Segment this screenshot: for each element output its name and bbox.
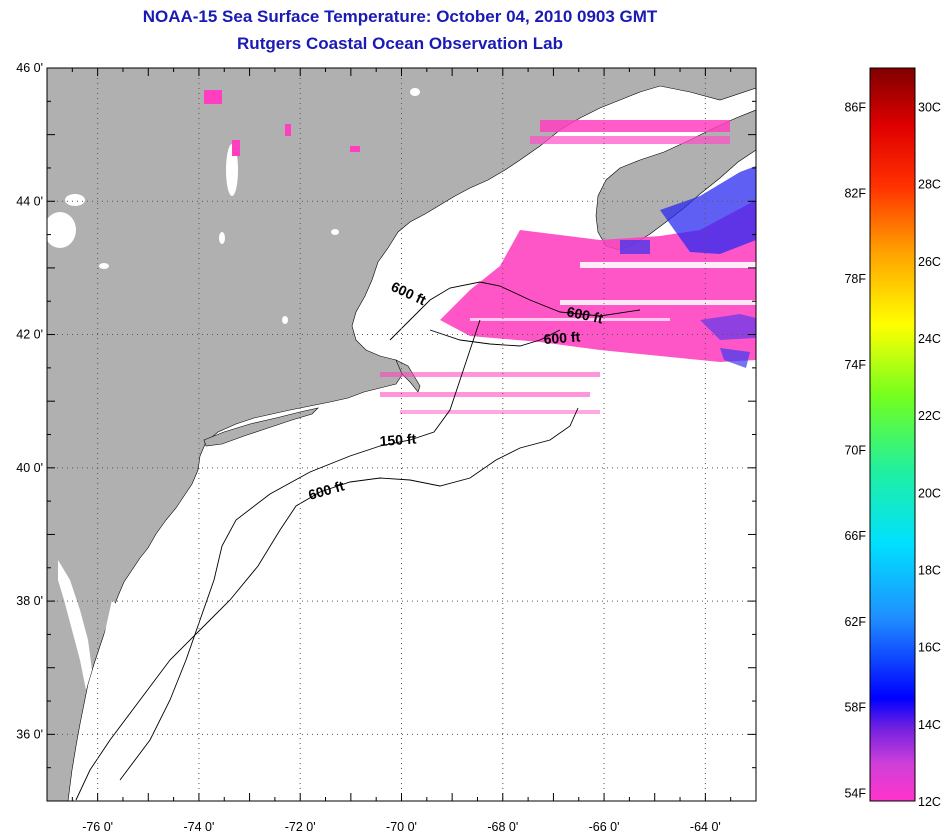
contour-label: 600 ft (543, 328, 581, 347)
colorbar-celsius-label: 28C (918, 178, 941, 192)
depth-contours (75, 281, 641, 801)
chart-title: NOAA-15 Sea Surface Temperature: October… (142, 7, 658, 26)
colorbar-fahrenheit-label: 58F (844, 701, 866, 715)
colorbar-fahrenheit-label: 78F (844, 272, 866, 286)
colorbar-labels: 30C 28C 26C 24C 22C 20C 18C 16C 14C 12C 86F 82F 78F 7… (844, 101, 940, 809)
lon-tick-label: -64 0' (690, 820, 721, 834)
graticule (47, 68, 756, 801)
contour-label: 150 ft (379, 430, 417, 449)
colorbar-celsius-label: 18C (918, 564, 941, 578)
colorbar-fahrenheit-label: 62F (844, 615, 866, 629)
lat-tick-label: 36 0' (16, 727, 43, 741)
lat-tick-label: 38 0' (16, 594, 43, 608)
lat-tick-label: 42 0' (16, 328, 43, 342)
contour-600ft-shelf (75, 407, 579, 801)
lon-tick-label: -72 0' (285, 820, 316, 834)
colorbar-celsius-label: 22C (918, 409, 941, 423)
colorbar-celsius-label: 14C (918, 718, 941, 732)
lat-tick-label: 46 0' (16, 61, 43, 75)
contour-gulf-of-maine (389, 281, 641, 341)
colorbar-celsius-label: 16C (918, 641, 941, 655)
colorbar-celsius-label: 24C (918, 332, 941, 346)
lon-tick-label: -68 0' (487, 820, 518, 834)
colorbar (869, 67, 916, 802)
colorbar-celsius-label: 20C (918, 486, 941, 500)
lon-tick-label: -70 0' (386, 820, 417, 834)
colorbar-fahrenheit-label: 82F (844, 186, 866, 200)
sst-data-layer (204, 90, 756, 414)
colorbar-celsius-label: 26C (918, 255, 941, 269)
contour-150ft (119, 319, 481, 781)
land-long-island (203, 407, 319, 447)
colorbar-fahrenheit-label: 86F (844, 101, 866, 115)
lat-tick-label: 40 0' (16, 461, 43, 475)
colorbar-fahrenheit-label: 74F (844, 358, 866, 372)
colorbar-fahrenheit-label: 70F (844, 444, 866, 458)
colorbar-celsius-label: 12C (918, 795, 941, 809)
lon-tick-label: -74 0' (183, 820, 214, 834)
lon-tick-label: -76 0' (82, 820, 113, 834)
map-axes: 46 0' 44 0' 42 0' 40 0' 38 0' 36 0' -76 0' -74 … (16, 61, 757, 834)
colorbar-fahrenheit-label: 66F (844, 529, 866, 543)
contour-label: 600 ft (565, 303, 604, 326)
colorbar-fahrenheit-label: 54F (844, 786, 866, 800)
colorbar-celsius-label: 30C (918, 101, 941, 115)
lat-tick-label: 44 0' (16, 194, 43, 208)
chart-subtitle: Rutgers Coastal Ocean Observation Lab (237, 34, 563, 53)
lon-tick-label: -66 0' (589, 820, 620, 834)
